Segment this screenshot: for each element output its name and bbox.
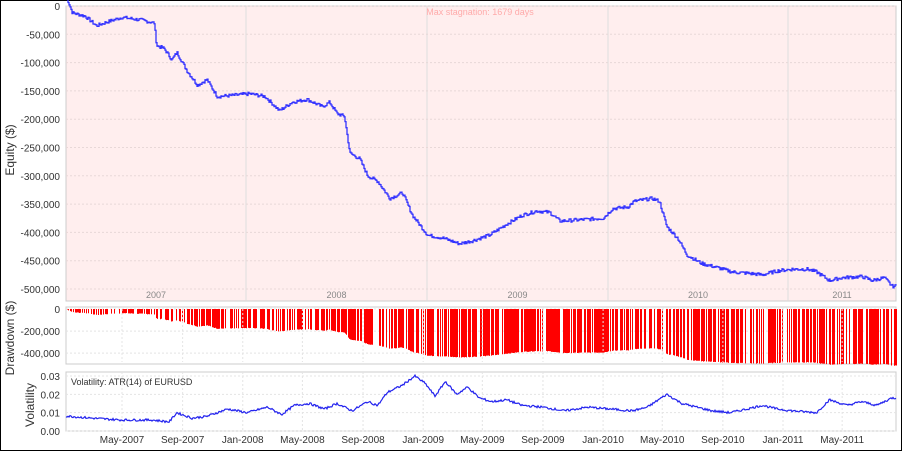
year-label: 2010 [688,290,708,300]
y-tick-label: -200,000 [21,115,61,126]
equity-axis-label: Equity ($) [3,124,17,175]
x-tick-label: Jan-2011 [763,435,804,446]
volatility-legend: Volatility: ATR(14) of EURUSD [71,377,193,387]
x-tick-label: May-2008 [280,435,325,446]
year-label: 2007 [146,290,166,300]
y-tick-label: -450,000 [21,257,61,268]
y-tick-label: 0.01 [41,409,61,420]
volatility-axis-label: Volatility [23,383,37,427]
equity-line [67,0,897,289]
volatility-panel: 0.03 0.02 0.01 0.00 May-2007 Sep-2007 Jan-2008… [41,371,897,446]
x-tick-label: Sep-2007 [161,435,205,446]
drawdown-axis-label: Drawdown ($) [3,301,17,376]
max-stagnation-label: Max stagnation: 1679 days [426,7,534,17]
y-tick-label: -100,000 [21,59,61,70]
x-tick-label: May-2010 [640,435,685,446]
y-tick-label: 0.02 [41,390,61,401]
y-tick-label: -400,000 [21,349,61,360]
y-tick-label: -350,000 [21,200,61,211]
x-tick-label: Jan-2008 [222,435,264,446]
y-tick-label: -400,000 [21,228,61,239]
x-tick-label: Sep-2010 [701,435,745,446]
y-tick-label: 0 [54,2,60,13]
y-tick-label: 0.03 [41,372,61,383]
y-tick-label: 0 [54,305,60,316]
x-tick-label: May-2007 [100,435,145,446]
year-label: 2009 [507,290,527,300]
x-tick-label: Jan-2009 [402,435,444,446]
y-tick-label: 0.00 [41,427,61,438]
x-tick-label: May-2009 [460,435,505,446]
y-tick-label: -300,000 [21,172,61,183]
year-label: 2008 [326,290,346,300]
equity-panel: 2007 2008 2009 2010 2011 0 -50,000 -100,000 -150… [21,0,897,302]
x-tick-label: Sep-2009 [521,435,565,446]
x-tick-label: Sep-2008 [341,435,385,446]
volatility-plot-area [65,371,897,432]
year-label: 2011 [832,290,851,300]
drawdown-panel: 0 -200,000 -400,000 [21,305,897,366]
y-tick-label: -500,000 [21,285,61,296]
volatility-line [65,373,897,424]
y-tick-label: -150,000 [21,87,61,98]
x-tick-label: Jan-2010 [582,435,624,446]
x-tick-label: May-2011 [820,435,864,446]
equity-plot-area [65,5,897,302]
y-tick-label: -250,000 [21,144,61,155]
y-tick-label: -50,000 [26,30,60,41]
y-tick-label: -200,000 [21,327,61,338]
